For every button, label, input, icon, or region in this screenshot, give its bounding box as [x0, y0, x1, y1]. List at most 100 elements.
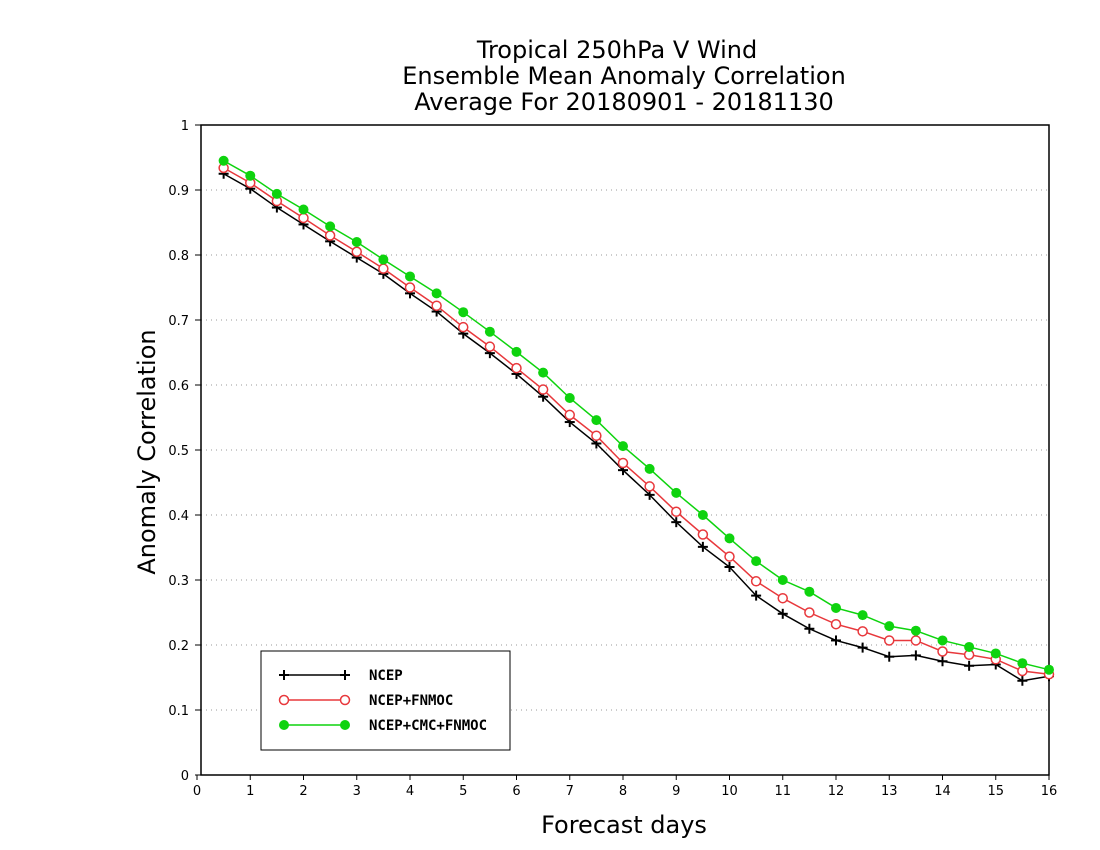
data-point-open-circle [591, 430, 602, 441]
data-point-open-circle [830, 618, 842, 630]
chart-title-line-3: Average For 20180901 - 20181130 [414, 88, 834, 116]
y-tick-label: 0 [181, 769, 189, 784]
data-point-plus [724, 562, 735, 572]
data-point-filled-circle [857, 610, 868, 621]
data-point-filled-circle [937, 635, 948, 646]
data-point-filled-circle [671, 487, 682, 498]
data-point-filled-circle [484, 326, 495, 337]
data-point-filled-circle [351, 237, 362, 247]
series-line [223, 167, 1050, 675]
data-point-open-circle [564, 409, 575, 421]
data-point-open-circle [617, 457, 629, 469]
data-point-plus [964, 660, 975, 671]
data-point-filled-circle [325, 221, 336, 232]
data-point-filled-circle [218, 155, 229, 166]
legend-entry-ncep-cmc-fnmoc: NCEP+CMC+FNMOC [279, 718, 487, 734]
data-point-plus [751, 590, 762, 601]
data-point-open-circle [724, 551, 735, 562]
x-tick-label: 0 [193, 784, 201, 799]
x-tick-label: 13 [881, 784, 898, 799]
y-tick-label: 0.5 [168, 444, 189, 459]
data-point-plus [884, 651, 895, 662]
y-tick-label: 1 [181, 119, 189, 134]
y-tick-label: 0.6 [168, 379, 189, 394]
data-point-filled-circle [431, 288, 442, 299]
y-tick-label: 0.1 [168, 704, 189, 719]
data-point-open-circle [644, 481, 655, 492]
x-tick-label: 8 [619, 784, 627, 799]
data-point-filled-circle [777, 575, 788, 585]
x-axis-label: Forecast days [541, 811, 707, 839]
y-tick-label: 0.9 [168, 184, 189, 199]
x-tick-label: 14 [934, 784, 951, 799]
y-tick-label: 0.8 [168, 249, 189, 264]
x-tick-label: 5 [459, 784, 467, 799]
data-point-open-circle [458, 321, 469, 333]
data-point-filled-circle [378, 254, 389, 265]
x-tick-label: 1 [246, 784, 254, 799]
x-tick-label: 2 [299, 784, 307, 799]
legend-marker-filled-circle [279, 720, 289, 730]
data-point-filled-circle [511, 346, 522, 357]
data-point-open-circle [351, 246, 362, 257]
x-tick-label: 9 [672, 784, 680, 799]
legend-entry-ncep: NCEP [279, 668, 403, 684]
legend-marker-filled-circle [340, 720, 350, 730]
x-tick-label: 7 [566, 784, 574, 799]
data-point-open-circle [777, 592, 788, 604]
axis-ticks: 00.10.20.30.40.50.60.70.80.910 1 2 3 4 5 6 7 8 9 1… [168, 119, 1057, 799]
data-point-filled-circle [831, 602, 841, 613]
y-tick-label: 0.3 [168, 574, 189, 589]
series-ncep-cmc-fnmoc [218, 155, 1054, 675]
legend-label-ncep: NCEP [369, 668, 403, 684]
data-point-open-circle [884, 635, 895, 646]
data-point-plus [697, 541, 708, 552]
legend-label-ncep-cmc-fnmoc: NCEP+CMC+FNMOC [369, 718, 487, 734]
chart-title-line-2: Ensemble Mean Anomaly Correlation [402, 62, 846, 90]
legend-marker-open-circle [339, 694, 351, 706]
data-point-filled-circle [618, 441, 628, 452]
data-point-open-circle [804, 607, 815, 618]
data-point-filled-circle [405, 271, 415, 282]
data-point-plus [857, 642, 868, 653]
data-point-filled-circle [298, 204, 309, 215]
data-point-open-circle [484, 341, 496, 352]
series-line [223, 160, 1050, 671]
data-point-filled-circle [697, 510, 708, 520]
data-point-filled-circle [1044, 664, 1054, 675]
data-point-filled-circle [458, 307, 469, 318]
data-point-open-circle [378, 263, 389, 274]
x-tick-label: 4 [406, 784, 414, 799]
data-point-open-circle [511, 362, 522, 374]
data-point-plus [777, 608, 788, 619]
legend-label-ncep-fnmoc: NCEP+FNMOC [369, 693, 453, 709]
data-point-open-circle [857, 626, 868, 637]
data-point-open-circle [937, 646, 948, 657]
data-point-filled-circle [591, 415, 602, 426]
data-point-open-circle [750, 576, 762, 587]
y-axis-label: Anomaly Correlation [133, 329, 161, 574]
data-point-open-circle [298, 212, 309, 224]
data-point-filled-circle [751, 556, 762, 567]
data-point-filled-circle [644, 463, 655, 474]
data-point-open-circle [910, 635, 922, 646]
data-point-filled-circle [564, 393, 575, 403]
legend-entry-ncep-fnmoc: NCEP+FNMOC [278, 693, 453, 709]
chart-title-line-1: Tropical 250hPa V Wind [476, 36, 757, 64]
x-tick-label: 3 [353, 784, 361, 799]
data-point-plus [831, 635, 841, 646]
y-tick-label: 0.7 [168, 314, 189, 329]
data-point-filled-circle [1017, 658, 1028, 669]
x-tick-label: 11 [774, 784, 791, 799]
x-tick-label: 15 [987, 784, 1004, 799]
legend-marker-plus [279, 670, 350, 680]
data-point-filled-circle [724, 533, 735, 544]
data-point-filled-circle [538, 367, 549, 378]
data-point-filled-circle [964, 641, 975, 652]
x-tick-label: 16 [1041, 784, 1058, 799]
data-point-open-circle [697, 529, 709, 540]
data-point-open-circle [537, 384, 549, 395]
series-ncep-fnmoc [218, 162, 1055, 680]
data-point-filled-circle [804, 586, 815, 597]
